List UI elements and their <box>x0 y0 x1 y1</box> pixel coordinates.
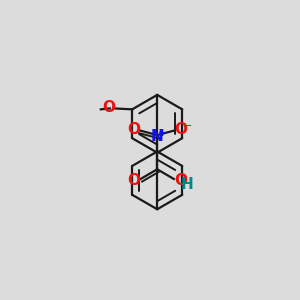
Text: O: O <box>128 122 140 137</box>
Text: O: O <box>174 122 187 137</box>
Text: −: − <box>183 121 192 131</box>
Text: O: O <box>127 172 140 188</box>
Text: H: H <box>181 177 194 192</box>
Text: +: + <box>158 128 167 138</box>
Text: O: O <box>174 173 187 188</box>
Text: O: O <box>102 100 116 116</box>
Text: N: N <box>151 129 164 144</box>
